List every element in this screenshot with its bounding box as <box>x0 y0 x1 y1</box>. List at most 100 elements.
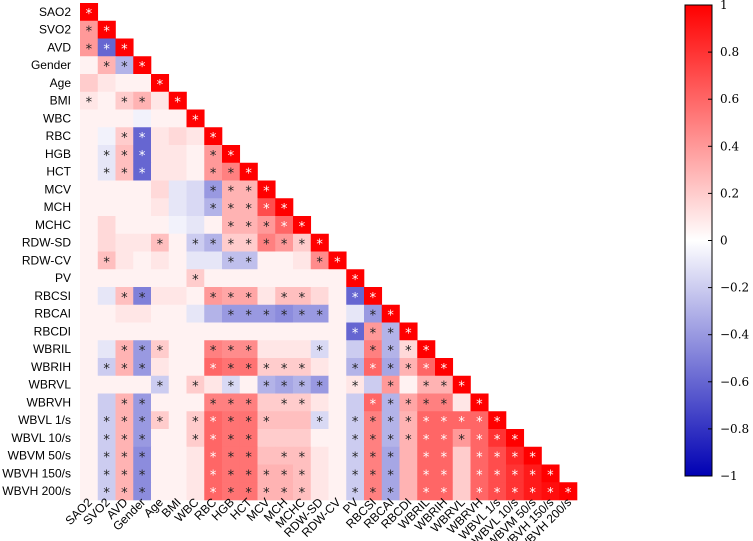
significance-mark: * <box>121 149 128 164</box>
cell-RDW-SD-RDW-SD <box>310 233 329 252</box>
significance-mark: * <box>245 291 252 306</box>
cell-WBVH 150/s-Gender <box>133 464 152 483</box>
significance-mark: * <box>370 291 377 306</box>
significance-mark: * <box>139 468 146 483</box>
cell-WBRVL-WBRIL <box>417 375 436 394</box>
cell-RBCSI-SVO2 <box>97 287 116 306</box>
cell-MCHC-HCT <box>239 216 258 235</box>
cell-WBVM 50/s-RDW-CV <box>328 446 347 465</box>
cell-BMI-AVD <box>115 91 134 110</box>
cell-WBRVL-HGB <box>222 375 241 394</box>
cell-AVD-SVO2 <box>97 38 116 57</box>
significance-mark: * <box>458 380 465 395</box>
cell-RDW-SD-RBC <box>204 233 223 252</box>
cell-WBRIL-HGB <box>222 340 241 359</box>
cell-WBVH 200/s-WBVM 50/s <box>523 482 542 501</box>
y-label-WBVH 150/s: WBVH 150/s <box>2 466 71 480</box>
cell-MCH-RBC <box>204 198 223 217</box>
cell-WBRIL-RBCAI <box>381 340 400 359</box>
significance-mark: * <box>245 255 252 270</box>
cell-WBVM 50/s-Age <box>151 446 170 465</box>
cell-WBRIH-WBRIL <box>417 358 436 377</box>
significance-mark: * <box>263 202 270 217</box>
significance-mark: * <box>476 415 483 430</box>
significance-mark: * <box>299 362 306 377</box>
cell-RBCDI-HGB <box>222 322 241 341</box>
cell-WBVL 1/s-WBRVH <box>470 411 489 430</box>
cell-WBVL 1/s-MCH <box>275 411 294 430</box>
cell-WBVL 1/s-WBRVL <box>452 411 471 430</box>
cell-RDW-SD-Gender <box>133 233 152 252</box>
significance-mark: * <box>210 131 217 146</box>
cell-WBRIH-BMI <box>168 358 187 377</box>
cell-Gender-Gender <box>133 56 152 75</box>
cell-WBRVL-RBC <box>204 375 223 394</box>
colorbar-tick-label: 0.4 <box>720 139 739 153</box>
cell-WBVL 1/s-HCT <box>239 411 258 430</box>
cell-WBVH 200/s-MCH <box>275 482 294 501</box>
cell-RDW-CV-HCT <box>239 251 258 270</box>
significance-mark: * <box>228 238 235 253</box>
significance-mark: * <box>423 468 430 483</box>
significance-mark: * <box>316 309 323 324</box>
significance-mark: * <box>405 362 412 377</box>
y-label-WBRVH: WBRVH <box>27 395 71 409</box>
cell-WBRVL-SVO2 <box>97 375 116 394</box>
cell-WBVL 10/s-SAO2 <box>80 429 99 448</box>
significance-mark: * <box>476 468 483 483</box>
cell-WBVL 10/s-Gender <box>133 429 152 448</box>
cell-WBVL 10/s-Age <box>151 429 170 448</box>
cell-WBVL 1/s-MCV <box>257 411 276 430</box>
cell-MCV-Age <box>151 180 170 199</box>
cell-WBRIL-MCHC <box>293 340 312 359</box>
significance-mark: * <box>476 451 483 466</box>
cell-WBRVL-MCH <box>275 375 294 394</box>
cell-WBVH 150/s-WBC <box>186 464 205 483</box>
cell-WBRVL-RBCDI <box>399 375 418 394</box>
cell-WBVL 10/s-HCT <box>239 429 258 448</box>
cell-WBRIH-Age <box>151 358 170 377</box>
cell-PV-HCT <box>239 269 258 288</box>
cell-BMI-BMI <box>168 91 187 110</box>
significance-mark: * <box>387 397 394 412</box>
significance-mark: * <box>387 486 394 501</box>
cell-BMI-Gender <box>133 91 152 110</box>
cell-PV-SVO2 <box>97 269 116 288</box>
significance-mark: * <box>316 344 323 359</box>
cell-RBCAI-WBC <box>186 304 205 323</box>
cell-WBRVH-RBCAI <box>381 393 400 412</box>
cell-RBCAI-AVD <box>115 304 134 323</box>
significance-mark: * <box>405 344 412 359</box>
colorbar-tick-label: −0.8 <box>720 422 749 436</box>
cell-BMI-SAO2 <box>80 91 99 110</box>
cell-WBVH 200/s-WBRVL <box>452 482 471 501</box>
significance-mark: * <box>139 291 146 306</box>
significance-mark: * <box>370 468 377 483</box>
significance-mark: * <box>210 167 217 182</box>
cell-WBVL 10/s-MCHC <box>293 429 312 448</box>
cell-RBCAI-PV <box>346 304 365 323</box>
colorbar-tick-label: 0.2 <box>720 186 739 200</box>
cell-WBVH 150/s-RBCDI <box>399 464 418 483</box>
cell-PV-AVD <box>115 269 134 288</box>
cell-WBVH 200/s-WBRIL <box>417 482 436 501</box>
significance-mark: * <box>263 362 270 377</box>
significance-mark: * <box>103 42 110 57</box>
cell-RBCDI-RBC <box>204 322 223 341</box>
cell-WBRIH-AVD <box>115 358 134 377</box>
significance-mark: * <box>210 202 217 217</box>
y-label-RBCSI: RBCSI <box>34 289 71 303</box>
significance-mark: * <box>210 397 217 412</box>
cell-WBRIH-HGB <box>222 358 241 377</box>
cell-WBVM 50/s-WBC <box>186 446 205 465</box>
cell-MCHC-MCHC <box>293 216 312 235</box>
cell-RDW-CV-HGB <box>222 251 241 270</box>
cell-WBVM 50/s-MCHC <box>293 446 312 465</box>
cell-WBVH 200/s-WBRIH <box>435 482 454 501</box>
cell-RDW-CV-MCHC <box>293 251 312 270</box>
significance-mark: * <box>263 468 270 483</box>
cell-PV-RDW-SD <box>310 269 329 288</box>
significance-mark: * <box>228 468 235 483</box>
cell-WBVL 1/s-HGB <box>222 411 241 430</box>
